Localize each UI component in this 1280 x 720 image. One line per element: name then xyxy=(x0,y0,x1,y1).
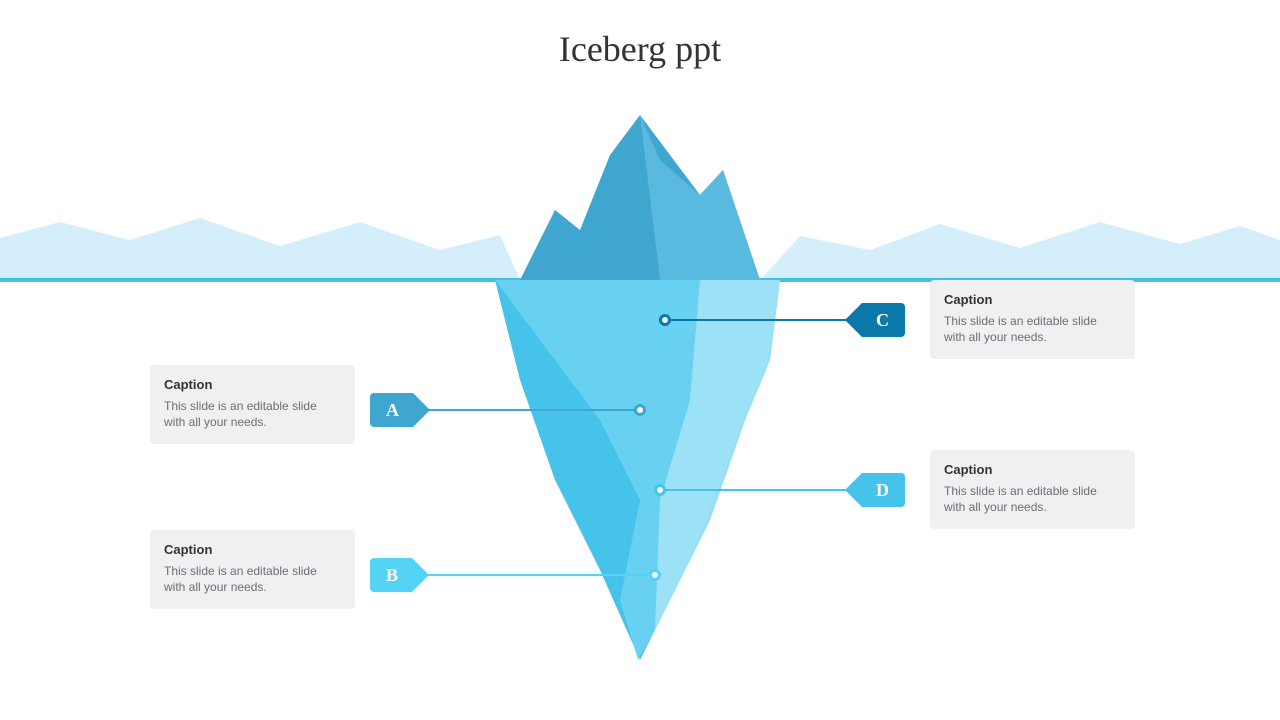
dot-c xyxy=(659,314,671,326)
tag-c: C xyxy=(862,303,905,337)
slide-title: Iceberg ppt xyxy=(0,28,1280,70)
tag-letter: B xyxy=(386,565,398,586)
dot-a xyxy=(634,404,646,416)
iceberg-scene xyxy=(0,0,1280,720)
dot-b xyxy=(649,569,661,581)
caption-body: This slide is an editable slide with all… xyxy=(944,483,1121,515)
caption-card-c: Caption This slide is an editable slide … xyxy=(930,280,1135,359)
tag-d: D xyxy=(862,473,905,507)
caption-card-b: Caption This slide is an editable slide … xyxy=(150,530,355,609)
tag-letter: D xyxy=(876,480,889,501)
slide-stage: Iceberg ppt Caption This slide is an edi… xyxy=(0,0,1280,720)
tag-a: A xyxy=(370,393,413,427)
mountains-left xyxy=(0,218,520,280)
dot-d xyxy=(654,484,666,496)
caption-body: This slide is an editable slide with all… xyxy=(164,398,341,430)
caption-body: This slide is an editable slide with all… xyxy=(944,313,1121,345)
tag-letter: A xyxy=(386,400,399,421)
caption-title: Caption xyxy=(944,292,1121,307)
caption-body: This slide is an editable slide with all… xyxy=(164,563,341,595)
caption-card-d: Caption This slide is an editable slide … xyxy=(930,450,1135,529)
tag-b: B xyxy=(370,558,412,592)
caption-title: Caption xyxy=(944,462,1121,477)
caption-title: Caption xyxy=(164,377,341,392)
mountains-right xyxy=(760,222,1280,280)
caption-title: Caption xyxy=(164,542,341,557)
caption-card-a: Caption This slide is an editable slide … xyxy=(150,365,355,444)
tag-letter: C xyxy=(876,310,889,331)
